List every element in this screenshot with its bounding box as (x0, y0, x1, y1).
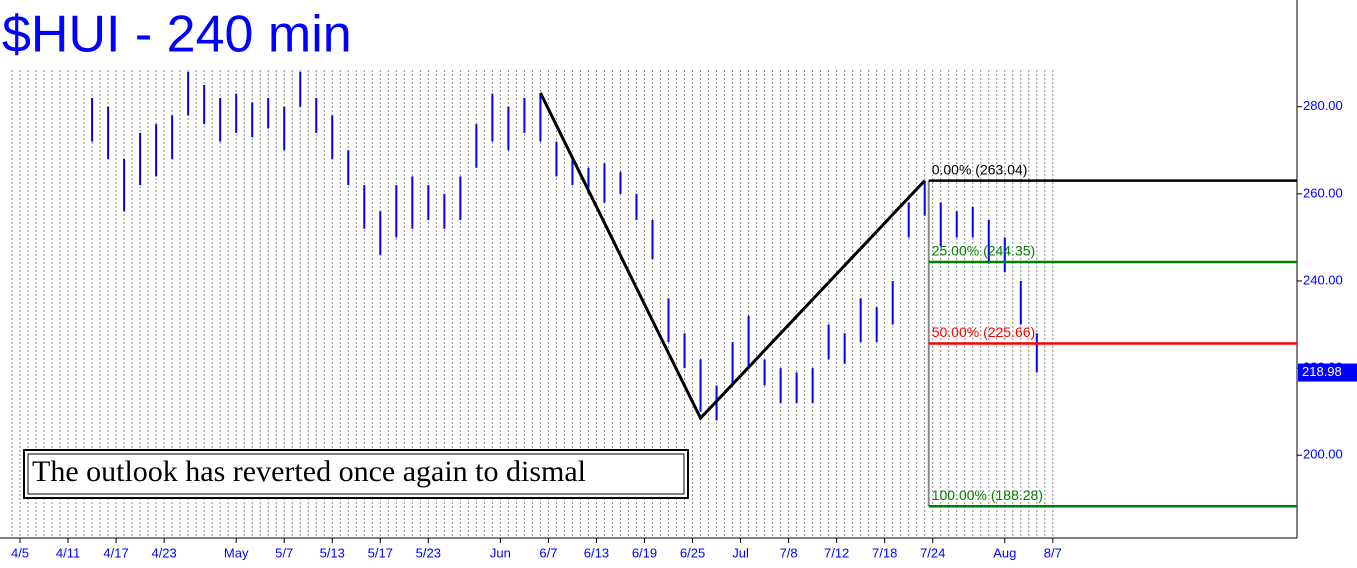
fib-label: 0.00% (263.04) (932, 161, 1028, 177)
last-price-label: 218.98 (1302, 364, 1342, 379)
x-tick-label: Jun (490, 545, 511, 560)
fib-label: 50.00% (225.66) (932, 324, 1036, 340)
x-tick-label: 6/7 (539, 545, 557, 560)
x-tick-label: 5/17 (368, 545, 393, 560)
x-tick-label: 6/25 (680, 545, 705, 560)
annotation-box (23, 449, 689, 499)
x-tick-label: 8/7 (1044, 545, 1062, 560)
x-tick-label: 4/5 (11, 545, 29, 560)
fib-label: 25.00% (244.35) (932, 243, 1036, 259)
trendline (539, 92, 926, 421)
x-tick-label: 5/7 (275, 545, 293, 560)
x-tick-label: 4/23 (151, 545, 176, 560)
x-tick-label: 5/13 (320, 545, 345, 560)
last-price-box (1298, 363, 1357, 382)
x-tick-label: May (224, 545, 249, 560)
x-tick-label: 6/13 (584, 545, 609, 560)
annotation: The outlook has reverted once again to d… (32, 455, 586, 488)
annotation-box-inner (27, 453, 685, 495)
x-tick-label: 7/12 (824, 545, 849, 560)
x-tick-label: 4/17 (103, 545, 128, 560)
y-tick-label: 240.00 (1303, 272, 1343, 287)
x-tick-label: 4/11 (56, 545, 80, 560)
y-tick-label: 280.00 (1303, 98, 1343, 113)
y-tick-label: 200.00 (1303, 447, 1343, 462)
x-tick-label: Aug (993, 545, 1016, 560)
y-tick-label: 260.00 (1303, 185, 1343, 200)
fib-label: 100.00% (188.28) (932, 487, 1043, 503)
x-tick-label: 7/8 (780, 545, 798, 560)
x-tick-label: 7/24 (920, 545, 945, 560)
x-tick-label: 7/18 (872, 545, 897, 560)
x-tick-label: 6/19 (632, 545, 657, 560)
chart-title: $HUI - 240 min (2, 6, 352, 64)
x-tick-label: 5/23 (416, 545, 441, 560)
x-tick-label: Jul (732, 545, 749, 560)
